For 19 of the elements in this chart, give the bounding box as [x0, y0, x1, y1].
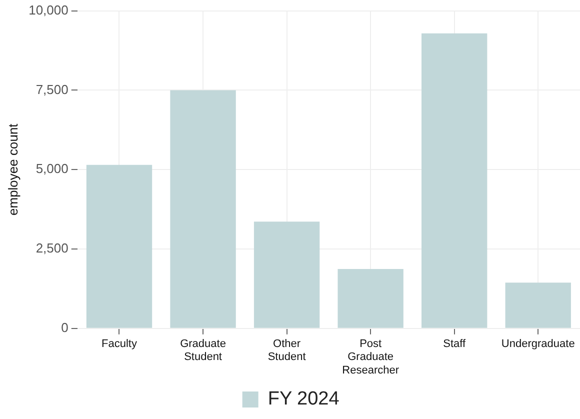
legend-label: FY 2024: [268, 388, 340, 410]
x-tick-label: Staff: [443, 338, 466, 350]
x-tick-label: Graduate Student: [180, 338, 226, 364]
y-tick-label: 10,000: [28, 2, 68, 18]
x-tick-label: Faculty: [102, 338, 138, 350]
bar: [170, 90, 236, 328]
bar: [422, 33, 488, 328]
x-tick-label: Other Student: [268, 338, 306, 364]
bar: [338, 269, 404, 328]
bar: [254, 222, 320, 328]
bar: [505, 282, 571, 328]
y-tick-label: 2,500: [36, 240, 68, 256]
y-tick-label: 0: [61, 320, 68, 335]
x-tick-label: Undergraduate: [501, 338, 575, 350]
y-tick-label: 5,000: [36, 161, 68, 176]
y-tick-label: 7,500: [36, 82, 68, 97]
x-tick-label: Post Graduate Researcher: [342, 338, 400, 376]
y-axis-title: employee count: [5, 123, 20, 216]
bar: [86, 164, 152, 328]
